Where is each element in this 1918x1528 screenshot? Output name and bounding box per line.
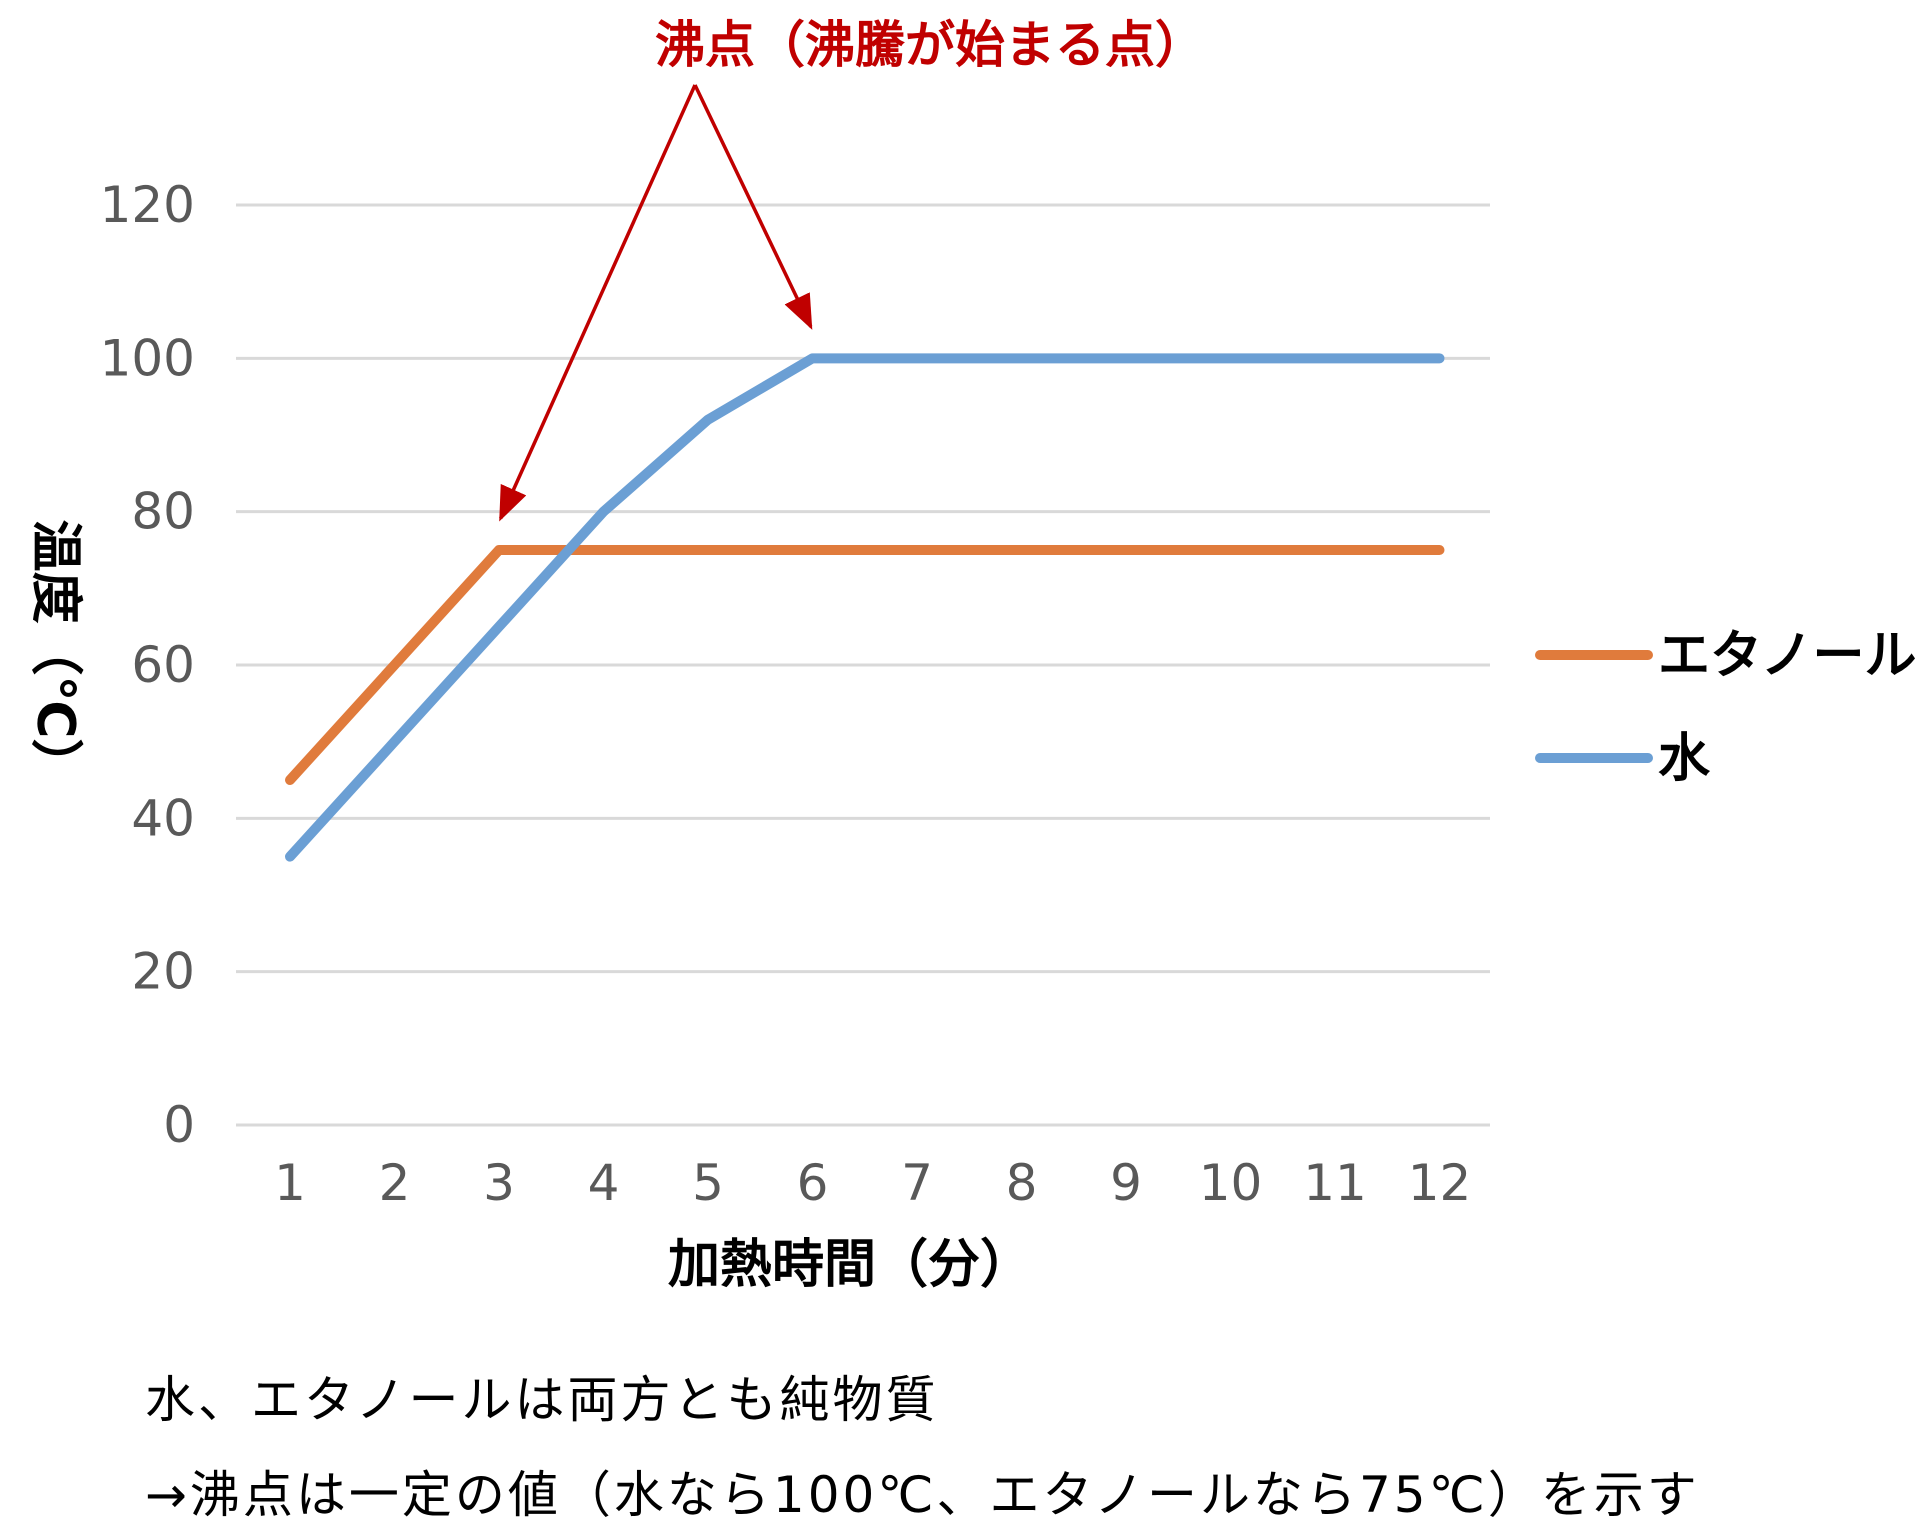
x-tick-label: 7 bbox=[901, 1154, 933, 1212]
y-tick-label: 100 bbox=[100, 329, 195, 387]
note-boiling-point-constant: →沸点は一定の値（水なら100℃、エタノールなら75℃）を示す bbox=[145, 1466, 1700, 1524]
series-line-0 bbox=[285, 545, 1445, 785]
annotation-arrow-1 bbox=[693, 84, 813, 330]
y-tick-label: 40 bbox=[131, 789, 195, 847]
legend-label: エタノール bbox=[1658, 626, 1916, 686]
annotation-arrow-0 bbox=[499, 84, 697, 522]
y-axis-title: 温度（℃） bbox=[25, 520, 85, 791]
x-tick-label: 3 bbox=[483, 1154, 515, 1212]
x-tick-label: 5 bbox=[692, 1154, 724, 1212]
x-tick-label: 1 bbox=[274, 1154, 306, 1212]
x-tick-labels: 1 2 3 4 5 6 7 8 9 10 11 12 bbox=[274, 1154, 1471, 1212]
x-tick-label: 10 bbox=[1199, 1154, 1263, 1212]
x-tick-label: 2 bbox=[379, 1154, 411, 1212]
x-tick-label: 8 bbox=[1006, 1154, 1038, 1212]
x-tick-label: 4 bbox=[588, 1154, 620, 1212]
annotation-text: 沸点（沸騰が始まる点） bbox=[655, 16, 1205, 74]
note-pure-substances: 水、エタノールは両方とも純物質 bbox=[145, 1371, 939, 1429]
x-tick-label: 6 bbox=[797, 1154, 829, 1212]
y-tick-label: 60 bbox=[131, 636, 195, 694]
x-tick-label: 12 bbox=[1408, 1154, 1472, 1212]
x-tick-label: 11 bbox=[1303, 1154, 1367, 1212]
series-lines bbox=[285, 353, 1445, 862]
y-tick-label: 120 bbox=[100, 176, 195, 234]
x-axis-title: 加熱時間（分） bbox=[668, 1235, 1032, 1295]
gridlines bbox=[236, 203, 1490, 1127]
y-tick-label: 80 bbox=[131, 483, 195, 541]
y-tick-label: 20 bbox=[131, 943, 195, 1001]
boiling-point-annotation: 沸点（沸騰が始まる点） bbox=[499, 16, 1205, 522]
series-line-1 bbox=[285, 353, 1445, 862]
legend-label: 水 bbox=[1658, 729, 1711, 789]
y-tick-label: 0 bbox=[163, 1096, 195, 1154]
y-tick-labels: 0 20 40 60 80 100 120 bbox=[100, 176, 195, 1154]
x-tick-label: 9 bbox=[1110, 1154, 1142, 1212]
